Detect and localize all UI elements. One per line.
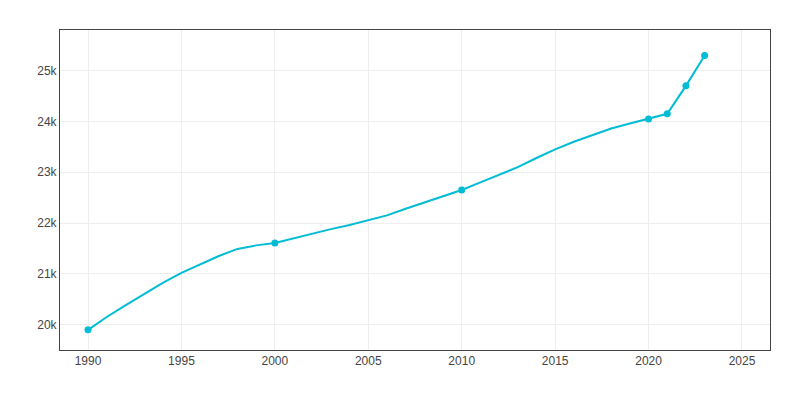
svg-text:2005: 2005 <box>355 354 382 368</box>
svg-text:2000: 2000 <box>262 354 289 368</box>
svg-text:22k: 22k <box>37 216 57 230</box>
svg-text:2025: 2025 <box>729 354 756 368</box>
svg-text:2020: 2020 <box>635 354 662 368</box>
svg-text:20k: 20k <box>37 318 57 332</box>
svg-text:24k: 24k <box>37 115 57 129</box>
svg-text:21k: 21k <box>37 267 57 281</box>
svg-text:23k: 23k <box>37 165 57 179</box>
svg-text:2010: 2010 <box>448 354 475 368</box>
svg-text:1990: 1990 <box>75 354 102 368</box>
svg-text:25k: 25k <box>37 64 57 78</box>
svg-text:1995: 1995 <box>168 354 195 368</box>
svg-text:2015: 2015 <box>542 354 569 368</box>
